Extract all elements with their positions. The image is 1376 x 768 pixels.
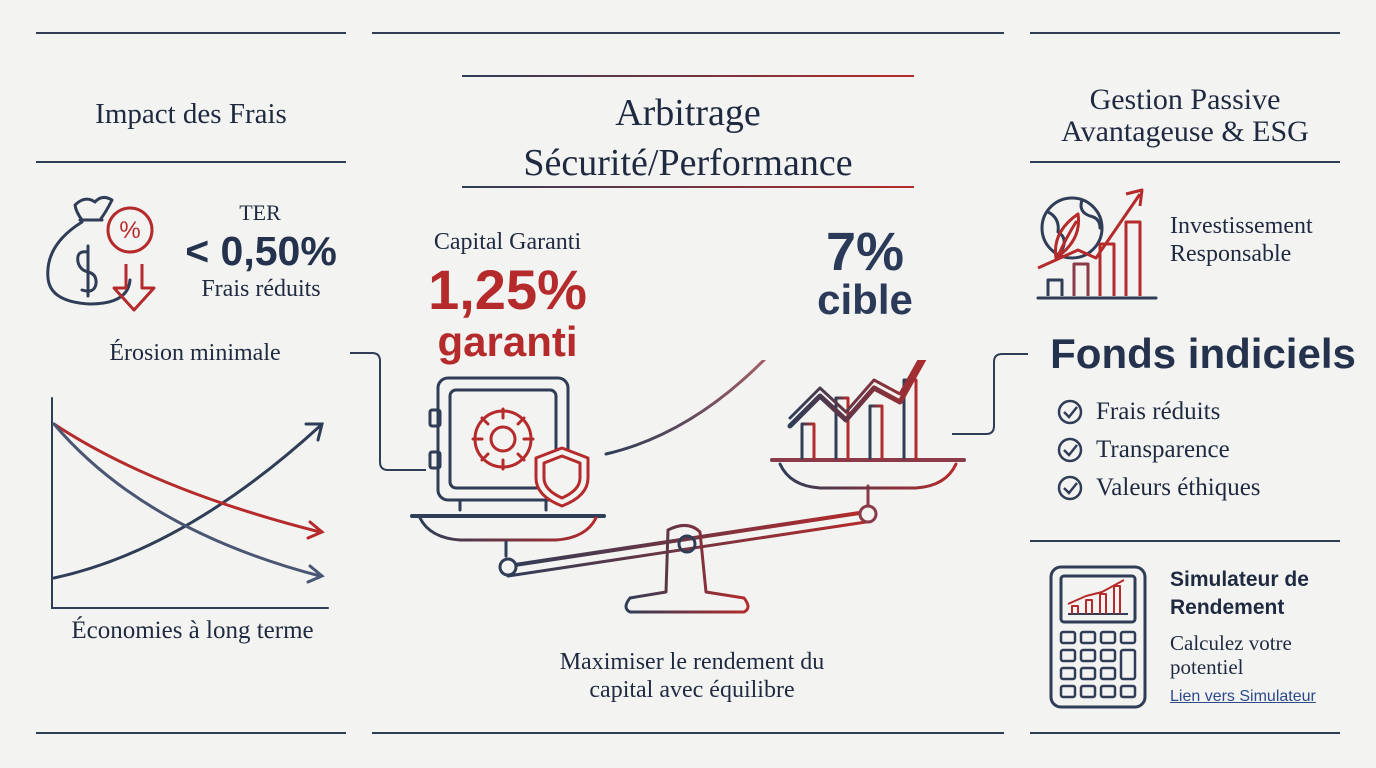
economies-label: Économies à long terme <box>71 617 314 644</box>
center-caption-line1: Maximiser le rendement du <box>559 649 825 675</box>
right-connector <box>952 353 1028 435</box>
shield-icon <box>534 446 590 508</box>
center-title-line2: Sécurité/Performance <box>523 142 853 184</box>
fee-arrowhead-red <box>306 520 325 540</box>
bullet-label: Valeurs éthiques <box>1096 474 1261 501</box>
erosion-label: Érosion minimale <box>109 340 281 366</box>
bottom-rule-center <box>372 732 1004 734</box>
center-title-rule-top <box>462 75 914 77</box>
esg-label: Investissement Responsable <box>1170 212 1360 268</box>
capital-value: 1,25% <box>428 258 587 321</box>
simulator-description: Calculez votre potentiel <box>1170 631 1370 679</box>
check-circle-icon <box>1057 399 1083 425</box>
fee-impact-chart <box>51 397 329 609</box>
ter-subtitle: Frais réduits <box>201 276 321 302</box>
center-section-title: Arbitrage Sécurité/Performance <box>462 88 914 188</box>
growth-chart-icon <box>787 360 927 460</box>
check-circle-icon <box>1057 437 1083 463</box>
bullet-item: Transparence <box>1056 436 1356 464</box>
balance-scale-icon <box>410 360 966 626</box>
simulator-title: Simulateur de Rendement <box>1170 566 1370 622</box>
bullet-label: Frais réduits <box>1096 398 1221 425</box>
check-circle-icon <box>1057 475 1083 501</box>
simulator-description-line1: Calculez votre <box>1170 631 1292 655</box>
center-title-line1: Arbitrage <box>615 92 761 134</box>
growth-arrowhead <box>304 422 324 442</box>
bullet-label: Transparence <box>1096 436 1230 463</box>
bottom-rule-left <box>36 732 346 734</box>
growth-arc-arrow <box>604 360 767 456</box>
esg-label-line1: Investissement <box>1170 213 1313 239</box>
right-title-line2: Avantageuse & ESG <box>1061 115 1309 148</box>
right-sim-rule <box>1030 540 1340 542</box>
top-rule-left <box>36 32 346 34</box>
simulator-title-line2: Rendement <box>1170 596 1285 619</box>
globe-leaf-icon <box>1036 188 1158 300</box>
chart-axis <box>51 397 329 609</box>
capital-label: Capital Garanti <box>433 229 582 255</box>
bottom-rule-right <box>1030 732 1340 734</box>
top-rule-center <box>372 32 1004 34</box>
center-title-rule-bottom <box>462 186 914 188</box>
down-arrow-icon <box>112 264 156 312</box>
calculator-icon <box>1049 565 1147 709</box>
safe-icon <box>428 376 570 512</box>
esg-growth-chart-icon <box>1037 188 1144 296</box>
money-bag-icon <box>46 195 132 306</box>
simulator-link[interactable]: Lien vers Simulateur <box>1170 688 1316 705</box>
left-connector <box>350 352 426 471</box>
top-rule-right <box>1030 32 1340 34</box>
target-value: 7% <box>825 222 905 282</box>
simulator-title-line1: Simulateur de <box>1170 568 1309 591</box>
right-title-rule <box>1030 161 1340 163</box>
center-caption: Maximiser le rendement du capital avec é… <box>462 648 922 704</box>
ter-value: < 0,50% <box>185 228 337 274</box>
left-section-title: Impact des Frais <box>95 98 287 130</box>
funds-title: Fonds indiciels <box>1050 330 1356 377</box>
percent-icon: % <box>106 206 154 254</box>
esg-label-line2: Responsable <box>1170 241 1292 267</box>
bullet-item: Frais réduits <box>1056 398 1356 426</box>
ter-label: TER <box>239 200 281 225</box>
right-section-title: Gestion Passive Avantageuse & ESG <box>1030 84 1340 148</box>
simulator-description-line2: potentiel <box>1170 655 1244 679</box>
center-caption-line2: capital avec équilibre <box>589 677 795 703</box>
left-title-rule <box>36 161 346 163</box>
right-title-line1: Gestion Passive <box>1089 83 1281 116</box>
target-subtitle: cible <box>817 276 913 323</box>
fee-curve-red <box>52 422 322 534</box>
bullet-item: Valeurs éthiques <box>1056 474 1356 502</box>
decline-curve <box>52 422 322 578</box>
svg-text:%: % <box>119 217 140 244</box>
capital-subtitle: garanti <box>437 318 578 365</box>
decline-arrowhead <box>306 564 325 584</box>
